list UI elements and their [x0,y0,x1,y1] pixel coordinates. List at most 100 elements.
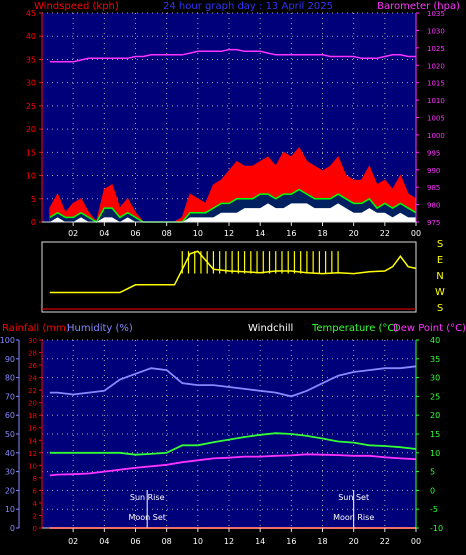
barometer-line [49,48,416,63]
humidity-tick-label: 40 [5,449,15,458]
barometer-tick-label: 985 [427,184,440,192]
temp-x-tick-label: 14 [255,537,265,546]
barometer-tick-label: 975 [427,219,440,227]
direction-plot-area [41,241,417,313]
rainfall-axis-title: Rainfall (mm) [2,323,70,334]
windchill-legend: Windchill [248,323,293,334]
barometer-tick-label: 1005 [427,115,445,123]
windspeed-tick-label: 15 [26,148,36,157]
windspeed-tick-label: 5 [31,195,36,204]
barometer-tick-label: 995 [427,149,440,157]
direction-label: S [437,239,443,250]
wind-x-tick-label: 14 [255,229,265,238]
temp-axes: 0102030405060708090100024681012141618202… [0,336,443,546]
humidity-tick-label: 10 [5,505,15,514]
temperature-axis-title: Temperature (°C) [311,323,398,334]
temperature-tick-label: 20 [430,411,440,420]
windspeed-tick-label: 0 [31,218,36,227]
temperature-tick-label: 40 [430,336,440,345]
temperature-tick-label: 10 [430,449,440,458]
temp-x-tick-label: 02 [68,537,78,546]
temperature-tick-label: 30 [430,374,440,383]
barometer-tick-label: 1000 [427,132,445,140]
windspeed-y-axis: 0 5 10 15 20 25 30 35 40 45 [26,9,43,227]
rainfall-tick-label: 10 [28,462,37,470]
rainfall-tick-label: 16 [28,425,37,433]
wind-x-tick-label: 00 [411,229,421,238]
direction-label: W [435,287,445,298]
rainfall-tick-label: 20 [28,400,37,408]
windspeed-tick-label: 30 [26,79,36,88]
wind-x-tick-label: 20 [349,229,359,238]
wind-x-tick-label: 02 [68,229,78,238]
temperature-tick-label: 15 [430,430,440,439]
humidity-axis-title: Humidity (%) [67,323,133,334]
temp-x-tick-label: 04 [99,537,109,546]
series-line [49,453,417,477]
rainfall-tick-label: 22 [28,387,37,395]
rainfall-tick-label: 8 [33,475,37,483]
direction-label: N [436,271,443,282]
rainfall-tick-label: 24 [28,375,37,383]
rainfall-tick-label: 30 [28,337,37,345]
humidity-tick-label: 70 [5,392,15,401]
windspeed-tick-label: 40 [26,32,36,41]
temp-x-tick-label: 10 [193,537,203,546]
windspeed-tick-label: 35 [26,55,36,64]
temp-x-tick-label: 18 [317,537,327,546]
temp-x-tick-label: 12 [224,537,234,546]
astro-label: Sun Rise [130,493,165,502]
wind-x-tick-label: 04 [99,229,109,238]
humidity-tick-label: 0 [10,524,15,533]
temperature-tick-label: 25 [430,392,440,401]
wind-x-tick-label: 10 [193,229,203,238]
temperature-tick-label: -10 [430,524,443,533]
wind-x-axis: 02 04 06 08 10 12 14 16 18 20 22 00 [42,221,421,238]
direction-label: E [437,255,443,266]
series-line [49,365,417,398]
rainfall-tick-label: 26 [28,362,37,370]
temperature-tick-label: 35 [430,355,440,364]
wind-x-tick-label: 18 [317,229,327,238]
rainfall-tick-label: 28 [28,350,37,358]
astro-events: Sun Set Moon Rise Sun Rise Moon Set [128,490,374,528]
direction-series [42,250,417,310]
barometer-tick-label: 1035 [427,10,445,18]
rainfall-tick-label: 18 [28,412,37,420]
barometer-tick-label: 1030 [427,27,445,35]
windspeed-tick-label: 20 [26,125,36,134]
barometer-y-axis: 975 980 985 990 995 1000 1005 1010 1015 1020 1025 1… [415,10,445,227]
direction-label: S [437,303,443,314]
barometer-tick-label: 1015 [427,80,445,88]
wind-x-tick-label: 08 [162,229,172,238]
series-line [49,432,417,456]
wind-low-area [49,203,417,222]
temperature-tick-label: 0 [430,486,435,495]
temp-x-tick-label: 20 [349,537,359,546]
humidity-tick-label: 80 [5,374,15,383]
windspeed-tick-label: 10 [26,172,36,181]
rainfall-tick-label: 6 [33,487,38,495]
wind-x-tick-label: 06 [130,229,140,238]
barometer-tick-label: 1020 [427,62,445,70]
humidity-tick-label: 100 [0,336,15,345]
rainfall-tick-label: 0 [33,525,37,533]
temp-x-tick-label: 16 [286,537,296,546]
humidity-tick-label: 20 [5,486,15,495]
humidity-tick-label: 30 [5,468,15,477]
barometer-tick-label: 980 [427,202,440,210]
barometer-tick-label: 1010 [427,97,445,105]
windspeed-axis-title: Windspeed (kph) [34,1,119,12]
wind-x-tick-label: 22 [380,229,390,238]
astro-label: Moon Rise [333,513,374,522]
wind-x-tick-label: 16 [286,229,296,238]
wind-avg-line [49,188,417,224]
rainfall-tick-label: 4 [33,500,38,508]
rainfall-tick-label: 12 [28,450,37,458]
temp-x-tick-label: 08 [162,537,172,546]
windspeed-tick-label: 25 [26,102,36,111]
wind-x-tick-label: 12 [224,229,234,238]
humidity-tick-label: 90 [5,355,15,364]
